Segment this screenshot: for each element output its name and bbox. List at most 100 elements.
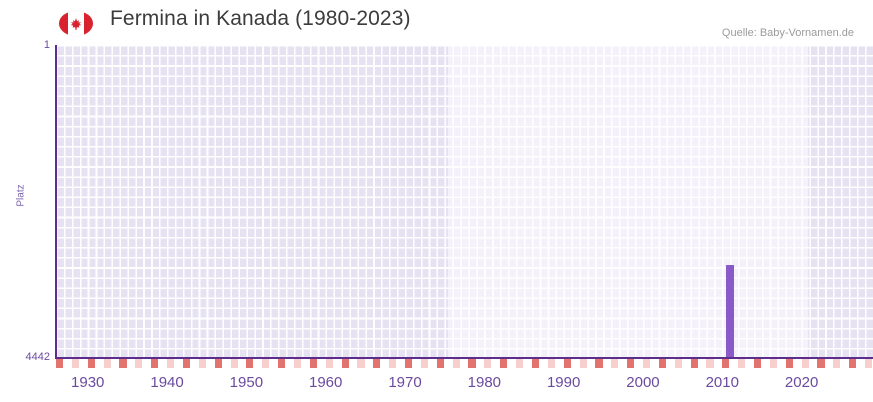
- x-axis-tickmark: [389, 359, 397, 368]
- x-axis-tickmark: [683, 359, 690, 368]
- x-axis-tickmark: [191, 359, 198, 368]
- x-axis-tickmark: [325, 359, 333, 368]
- x-axis-tickmark: [349, 359, 356, 368]
- x-axis-tickmark: [817, 359, 825, 368]
- x-axis-tick-label: 1960: [309, 374, 343, 391]
- x-axis-tickmark: [286, 359, 293, 368]
- y-axis-label-top: 1: [43, 39, 50, 51]
- x-axis-tick-label: 1930: [71, 374, 105, 391]
- x-axis-tickmark: [223, 359, 230, 368]
- x-axis-tickmark: [603, 359, 610, 368]
- x-axis-tickmark: [413, 359, 420, 368]
- flag-band-left: [59, 11, 68, 36]
- x-axis-tickmark: [579, 359, 587, 368]
- x-axis-tickmark: [484, 359, 492, 368]
- x-axis-tickmark: [468, 359, 476, 368]
- x-axis-tickmark: [436, 359, 444, 368]
- x-axis-tickmark: [96, 359, 103, 368]
- x-axis-tickmark: [627, 359, 635, 368]
- x-axis-tickmark: [587, 359, 594, 368]
- x-axis-tick-label: 1950: [229, 374, 264, 391]
- x-axis-tick-label: 1940: [150, 374, 184, 391]
- x-axis-tickmark: [785, 359, 793, 368]
- x-axis-tickmark: [302, 359, 309, 368]
- bar[interactable]: [726, 264, 735, 358]
- x-axis-tickmark: [706, 359, 714, 368]
- x-axis-tickmark: [492, 359, 499, 368]
- x-axis-tickmark: [262, 359, 270, 368]
- x-axis-tickmark: [556, 359, 563, 368]
- x-axis-tickmark: [309, 359, 317, 368]
- x-axis-tickmark: [667, 359, 674, 368]
- x-axis-tickmark: [547, 359, 555, 368]
- x-axis-tickmark: [238, 359, 245, 368]
- source-note: Quelle: Baby-Vornamen.de: [721, 27, 854, 39]
- x-axis-tickmark: [841, 359, 848, 368]
- x-axis-tickmark: [563, 359, 571, 368]
- x-axis-tickmark: [801, 359, 809, 368]
- x-axis-tickmark: [611, 359, 619, 368]
- x-axis-tickmark: [87, 359, 95, 368]
- canada-flag-icon: [59, 11, 93, 36]
- x-axis-tickmark: [516, 359, 524, 368]
- x-axis-tickmark: [849, 359, 857, 368]
- maple-leaf-icon: [70, 17, 82, 30]
- x-axis-tickmark: [635, 359, 642, 368]
- x-axis-tickmark: [143, 359, 150, 368]
- y-axis-label-bottom: 4442: [25, 351, 50, 363]
- x-axis-tickmark: [833, 359, 841, 368]
- x-axis-tickmark: [127, 359, 134, 368]
- x-axis-tickmark: [207, 359, 214, 368]
- x-axis-tickmark: [103, 359, 111, 368]
- x-axis-tickmark: [452, 359, 460, 368]
- x-axis-tick-label: 1980: [467, 374, 502, 391]
- x-axis-tickmark: [420, 359, 428, 368]
- x-axis-tickmark: [373, 359, 381, 368]
- x-axis-tickmark: [230, 359, 238, 368]
- x-axis-tickmark: [500, 359, 508, 368]
- y-axis-title: Platz: [15, 184, 27, 207]
- x-axis-tickmark: [278, 359, 286, 368]
- chart-header: Fermina in Kanada (1980-2023) Quelle: Ba…: [0, 0, 873, 44]
- x-axis-tick-label: 1970: [388, 374, 422, 391]
- x-axis-tickmark: [722, 359, 730, 368]
- x-axis-tick-strip: [56, 359, 873, 368]
- x-axis-tickmark: [56, 359, 64, 368]
- x-axis-tickmark: [754, 359, 762, 368]
- x-axis-tickmark: [270, 359, 277, 368]
- x-axis-tickmark: [714, 359, 721, 368]
- x-axis-tickmark: [651, 359, 658, 368]
- x-axis-tickmark: [674, 359, 682, 368]
- x-axis-tickmark: [214, 359, 222, 368]
- x-axis-tickmark: [508, 359, 515, 368]
- x-axis-tickmark: [246, 359, 254, 368]
- x-axis-tickmark: [357, 359, 365, 368]
- x-axis-tickmark: [397, 359, 404, 368]
- x-axis-tickmark: [429, 359, 436, 368]
- x-axis-tickmark: [405, 359, 413, 368]
- x-axis-tickmark: [64, 359, 71, 368]
- x-axis-tick-label: 2000: [626, 374, 660, 391]
- x-axis-tickmark: [794, 359, 801, 368]
- x-axis-tickmark: [698, 359, 705, 368]
- x-axis-tickmark: [365, 359, 372, 368]
- x-axis-tickmark: [825, 359, 832, 368]
- y-axis-line: [55, 45, 57, 359]
- x-axis-tickmark: [445, 359, 452, 368]
- x-axis-tickmark: [865, 359, 873, 368]
- x-axis-tickmark: [167, 359, 175, 368]
- x-axis-tickmark: [175, 359, 182, 368]
- x-axis-tickmark: [198, 359, 206, 368]
- page-title: Fermina in Kanada (1980-2023): [110, 7, 411, 30]
- x-axis-tickmark: [619, 359, 626, 368]
- x-axis-tickmark: [80, 359, 87, 368]
- x-axis-tickmark: [135, 359, 143, 368]
- x-axis-tickmark: [810, 359, 817, 368]
- x-axis-tickmark: [254, 359, 261, 368]
- x-axis-tickmark: [658, 359, 666, 368]
- x-axis-tickmark: [524, 359, 531, 368]
- bar-series: [56, 45, 873, 358]
- x-axis-tick-label: 2020: [784, 374, 819, 391]
- x-axis-tickmark: [730, 359, 737, 368]
